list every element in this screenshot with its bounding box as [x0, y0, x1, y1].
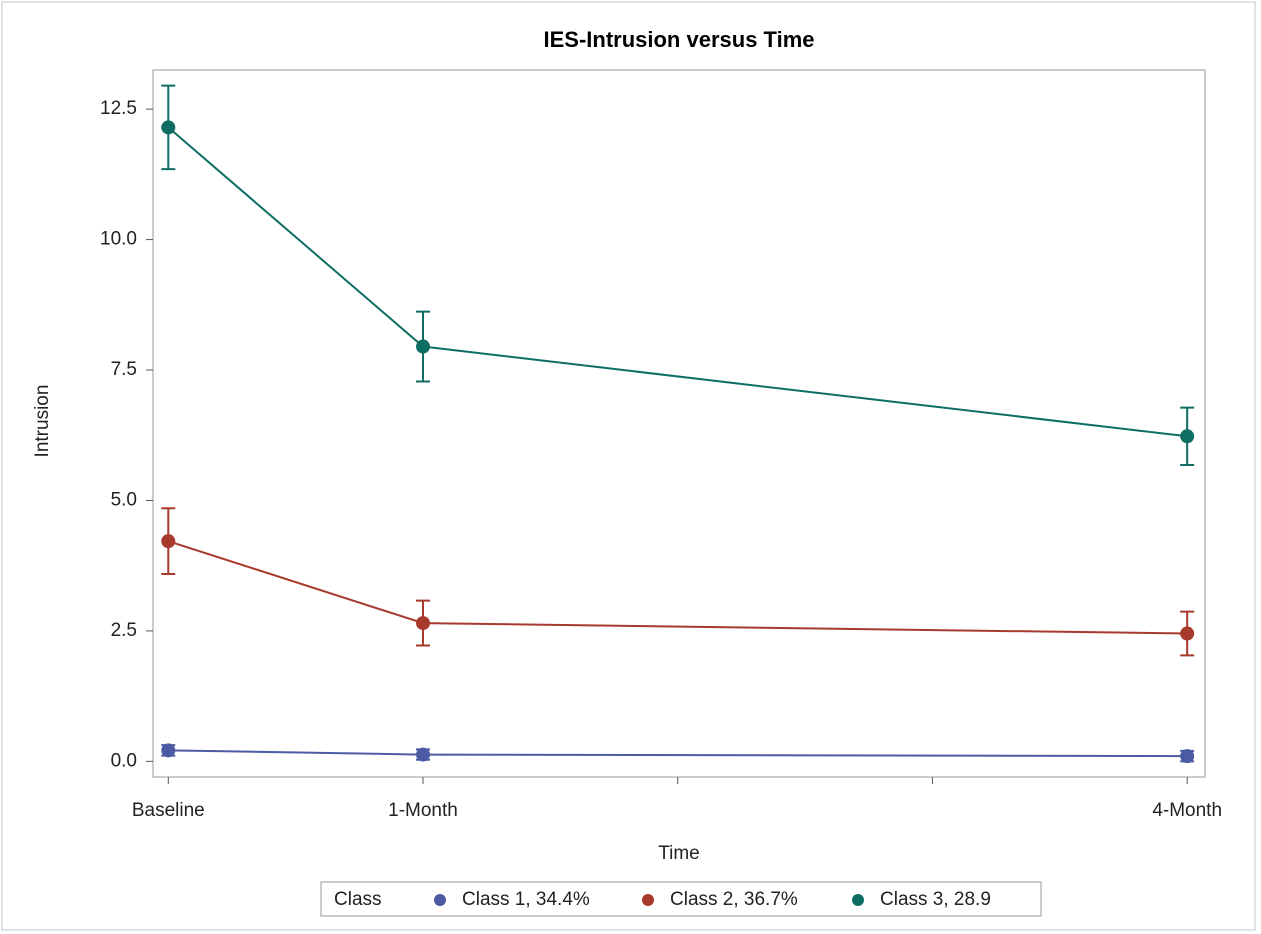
data-point — [416, 339, 431, 354]
chart-title: IES-Intrusion versus Time — [543, 27, 814, 52]
y-tick-label: 0.0 — [111, 750, 137, 771]
legend-label: Class 3, 28.9 — [880, 889, 991, 910]
data-point — [161, 743, 176, 758]
x-tick-label: Baseline — [132, 800, 205, 821]
data-point — [1180, 429, 1195, 444]
x-tick-label: 1-Month — [388, 800, 458, 821]
legend-title: Class — [334, 889, 382, 910]
y-tick-label: 10.0 — [100, 229, 137, 250]
data-point — [1180, 626, 1195, 641]
data-point — [161, 120, 176, 135]
data-point — [416, 616, 431, 631]
x-tick-label: 4-Month — [1152, 800, 1222, 821]
legend-label: Class 2, 36.7% — [670, 889, 798, 910]
legend-marker — [642, 894, 654, 906]
y-tick-label: 12.5 — [100, 98, 137, 119]
y-tick-label: 5.0 — [111, 489, 137, 510]
x-axis-label: Time — [658, 843, 700, 864]
legend-marker — [434, 894, 446, 906]
y-axis-label: Intrusion — [32, 385, 53, 458]
y-tick-label: 2.5 — [111, 620, 137, 641]
data-point — [416, 747, 431, 762]
plot-frame — [152, 69, 1206, 778]
y-tick-label: 7.5 — [111, 359, 137, 380]
data-point — [161, 534, 176, 549]
legend-marker — [852, 894, 864, 906]
data-point — [1180, 749, 1195, 764]
legend-label: Class 1, 34.4% — [462, 889, 590, 910]
